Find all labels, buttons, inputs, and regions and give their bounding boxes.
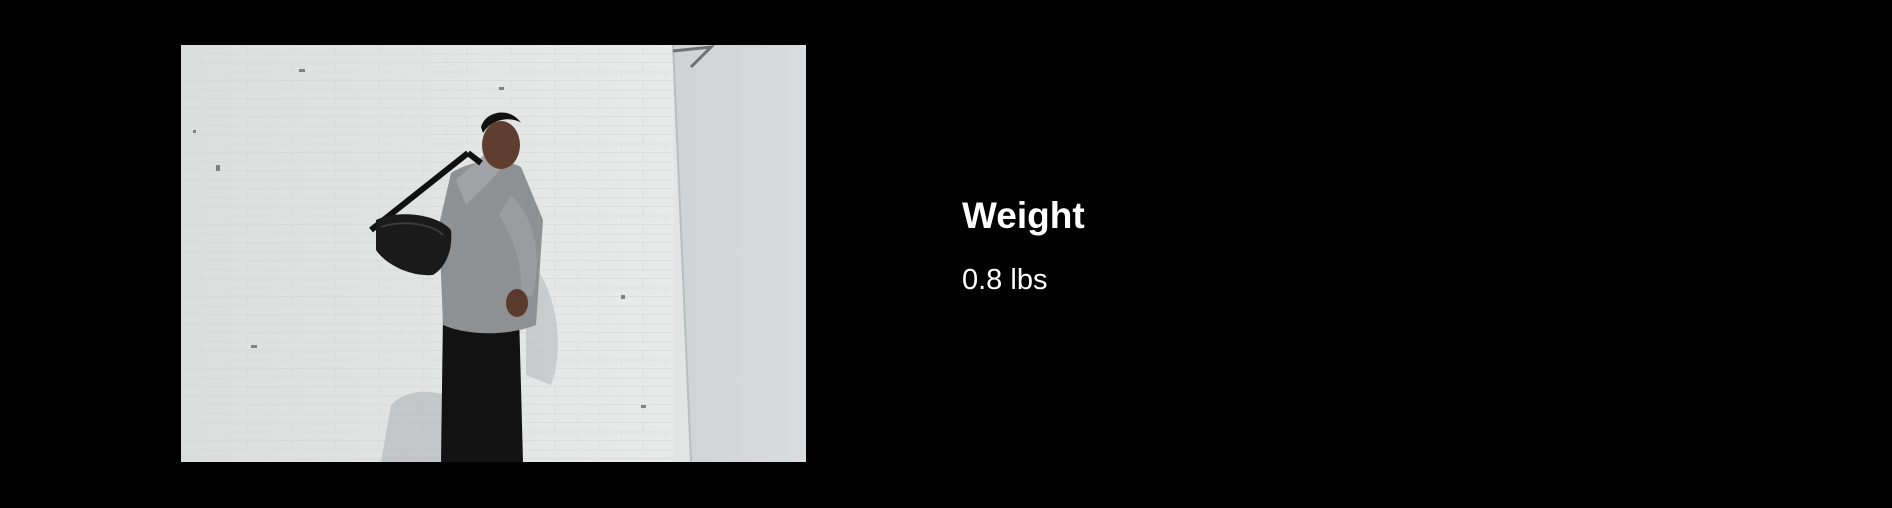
product-photo bbox=[181, 45, 806, 462]
person-with-sling-bag-photo bbox=[181, 45, 806, 462]
spec-block: Weight 0.8 lbs bbox=[962, 190, 1085, 300]
spec-value: 0.8 lbs bbox=[962, 264, 1048, 296]
spec-label: Weight bbox=[962, 195, 1085, 236]
